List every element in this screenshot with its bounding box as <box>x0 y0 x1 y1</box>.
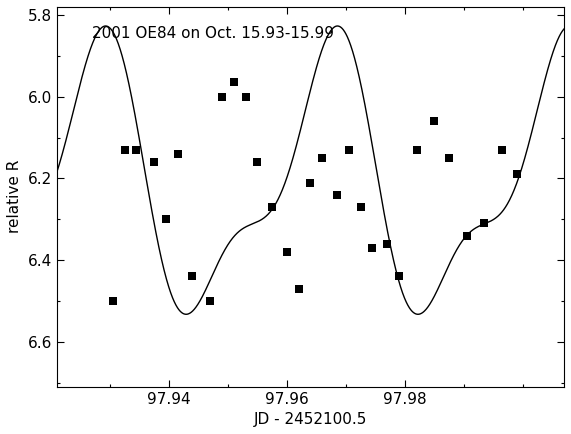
Point <box>188 273 197 280</box>
Point <box>412 146 421 153</box>
Point <box>218 93 227 100</box>
Point <box>229 79 238 86</box>
Point <box>497 146 506 153</box>
Point <box>294 285 303 292</box>
Point <box>108 297 118 304</box>
Point <box>395 273 404 280</box>
Point <box>383 240 392 247</box>
Point <box>368 244 377 251</box>
Point <box>282 248 291 255</box>
Point <box>332 191 341 198</box>
Point <box>120 146 129 153</box>
X-axis label: JD - 2452100.5: JD - 2452100.5 <box>254 412 367 427</box>
Point <box>344 146 353 153</box>
Point <box>253 158 262 165</box>
Point <box>512 171 521 178</box>
Point <box>150 158 159 165</box>
Y-axis label: relative R: relative R <box>7 160 22 233</box>
Point <box>356 204 365 210</box>
Point <box>444 155 453 161</box>
Point <box>306 179 315 186</box>
Point <box>480 220 489 227</box>
Point <box>173 151 182 158</box>
Point <box>317 155 327 161</box>
Point <box>161 216 170 223</box>
Point <box>430 118 439 125</box>
Point <box>241 93 250 100</box>
Point <box>267 204 276 210</box>
Text: 2001 OE84 on Oct. 15.93-15.99: 2001 OE84 on Oct. 15.93-15.99 <box>93 26 334 41</box>
Point <box>132 146 141 153</box>
Point <box>462 232 471 239</box>
Point <box>206 297 215 304</box>
